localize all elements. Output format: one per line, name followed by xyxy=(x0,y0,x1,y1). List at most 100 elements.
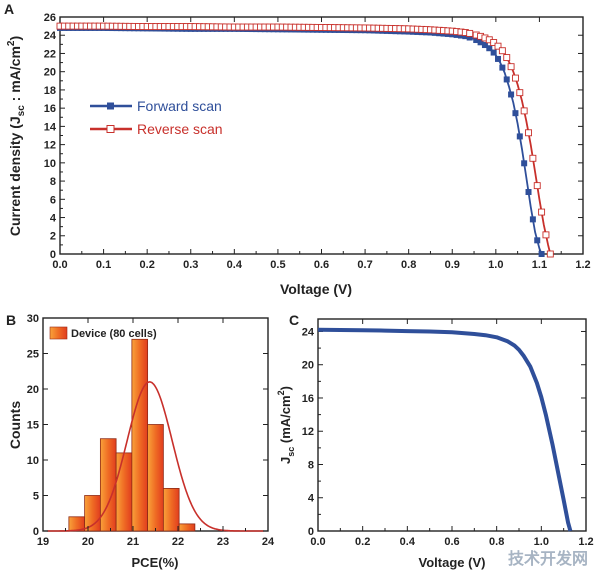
x-tick-label: 21 xyxy=(127,536,139,548)
forward-marker xyxy=(473,37,480,44)
panel-c-series xyxy=(317,327,573,532)
reverse-marker xyxy=(503,54,511,62)
panel-b-x-axis-label: PCE(%) xyxy=(132,555,179,570)
legend-reverse-label: Reverse scan xyxy=(137,121,223,137)
legend-device-label: Device (80 cells) xyxy=(71,328,157,340)
y-tick-label: 10 xyxy=(27,455,39,467)
panel-a-y-axis-label: Current density (Jsc : mA/cm2) xyxy=(6,36,27,236)
y-tick-label: 16 xyxy=(302,393,314,405)
x-tick-label: 20 xyxy=(82,536,94,548)
legend-forward-label: Forward scan xyxy=(137,98,222,114)
forward-marker xyxy=(481,42,488,49)
forward-marker xyxy=(486,45,493,52)
y-tick-label: 22 xyxy=(44,48,56,60)
panel-a-series xyxy=(56,22,554,258)
x-tick-label: 0.4 xyxy=(227,259,243,271)
y-tick-label: 0 xyxy=(33,526,39,538)
x-tick-label: 22 xyxy=(172,536,184,548)
histogram-bar xyxy=(99,438,117,532)
forward-marker xyxy=(521,160,528,167)
forward-marker xyxy=(477,39,484,46)
reverse-marker xyxy=(490,39,498,46)
panel-a-ticks: 0.0 0.1 0.2 0.3 0.4 0.5 0.6 0.7 0.8 0.9 1.0 1.1 1.2 0… xyxy=(44,12,591,271)
x-tick-label: 0.4 xyxy=(400,536,416,548)
series-line-reverse xyxy=(60,25,552,255)
panel-b: B 19 20 21 22 23 24 0 5 10 15 20 25 30 Device (80 ce… xyxy=(6,312,275,570)
forward-marker xyxy=(529,216,536,223)
x-tick-label: 0.8 xyxy=(401,259,416,271)
panel-a-x-axis-label: Voltage (V) xyxy=(280,281,352,297)
panel-c-ticks: 0.0 0.2 0.4 0.6 0.8 1.0 1.2 0 4 8 12 16 20 24 xyxy=(302,319,594,548)
forward-marker xyxy=(499,64,506,71)
y-tick-label: 4 xyxy=(50,212,57,224)
panel-a: A 0.0 0.1 0.2 0.3 0.4 0.5 0.6 0.7 0.8 0.9 1.0 1.1 1.… xyxy=(4,1,591,297)
x-tick-label: 0.6 xyxy=(314,259,329,271)
y-tick-label: 18 xyxy=(44,85,56,97)
legend-forward-marker xyxy=(107,102,114,110)
x-tick-label: 19 xyxy=(37,536,49,548)
y-tick-label: 26 xyxy=(44,12,56,24)
x-tick-label: 0.0 xyxy=(310,536,325,548)
y-tick-label: 8 xyxy=(308,459,314,471)
legend-device-swatch xyxy=(49,326,68,340)
forward-marker xyxy=(457,32,464,39)
forward-marker xyxy=(538,251,545,257)
panel-b-bars xyxy=(68,338,196,532)
histogram-bar xyxy=(178,523,196,532)
forward-marker xyxy=(462,33,469,40)
forward-marker xyxy=(516,133,523,140)
y-tick-label: 2 xyxy=(50,231,56,243)
reverse-marker xyxy=(494,42,502,50)
panel-b-legend: Device (80 cells) xyxy=(49,326,157,340)
forward-marker xyxy=(490,49,497,56)
x-tick-label: 24 xyxy=(262,536,275,548)
series-line-forward xyxy=(60,26,543,255)
reverse-marker xyxy=(525,129,532,137)
y-tick-label: 25 xyxy=(27,348,39,360)
panel-b-label: B xyxy=(6,312,16,328)
y-tick-label: 5 xyxy=(33,490,39,502)
y-tick-label: 20 xyxy=(27,384,39,396)
panel-c: C 0.0 0.2 0.4 0.6 0.8 1.0 1.2 0 4 8 12 16 20 24 Volta… xyxy=(276,312,594,570)
y-tick-label: 16 xyxy=(44,103,56,115)
y-tick-label: 0 xyxy=(50,249,56,261)
x-tick-label: 0.0 xyxy=(52,259,67,271)
forward-marker xyxy=(534,237,541,244)
y-tick-label: 15 xyxy=(27,419,39,431)
y-tick-label: 12 xyxy=(302,426,314,438)
forward-marker xyxy=(525,189,532,196)
histogram-bar xyxy=(162,487,180,532)
x-tick-label: 0.7 xyxy=(357,259,372,271)
y-tick-label: 20 xyxy=(44,67,56,79)
x-tick-label: 0.2 xyxy=(140,259,155,271)
panel-c-plot-frame xyxy=(317,318,587,532)
y-tick-label: 6 xyxy=(50,194,56,206)
panel-c-y-axis-label: Jsc (mA/cm2) xyxy=(276,386,296,464)
forward-marker xyxy=(466,34,473,41)
gaussian-fit-curve xyxy=(47,381,264,532)
x-tick-label: 1.1 xyxy=(532,259,547,271)
panel-c-label: C xyxy=(289,312,299,328)
y-tick-label: 12 xyxy=(44,140,56,152)
reverse-marker xyxy=(533,182,541,190)
histogram-bar xyxy=(115,452,133,532)
x-tick-label: 1.2 xyxy=(578,536,593,548)
forward-marker xyxy=(512,110,519,117)
y-tick-label: 24 xyxy=(44,30,57,42)
panel-a-legend: Forward scan Reverse scan xyxy=(90,98,223,137)
x-tick-label: 0.6 xyxy=(444,536,459,548)
histogram-bar xyxy=(131,338,149,532)
histogram-bar xyxy=(147,424,164,532)
reverse-marker xyxy=(538,208,546,216)
x-tick-label: 0.5 xyxy=(270,259,285,271)
y-tick-label: 8 xyxy=(50,176,56,188)
reverse-marker xyxy=(466,29,474,37)
x-tick-label: 23 xyxy=(217,536,229,548)
y-tick-label: 20 xyxy=(302,360,314,372)
y-tick-label: 4 xyxy=(308,493,315,505)
x-tick-label: 1.0 xyxy=(534,536,549,548)
y-tick-label: 24 xyxy=(302,326,315,338)
panel-b-ticks: 19 20 21 22 23 24 0 5 10 15 20 25 30 xyxy=(27,313,275,548)
reverse-marker xyxy=(516,89,524,97)
reverse-marker xyxy=(520,107,528,115)
